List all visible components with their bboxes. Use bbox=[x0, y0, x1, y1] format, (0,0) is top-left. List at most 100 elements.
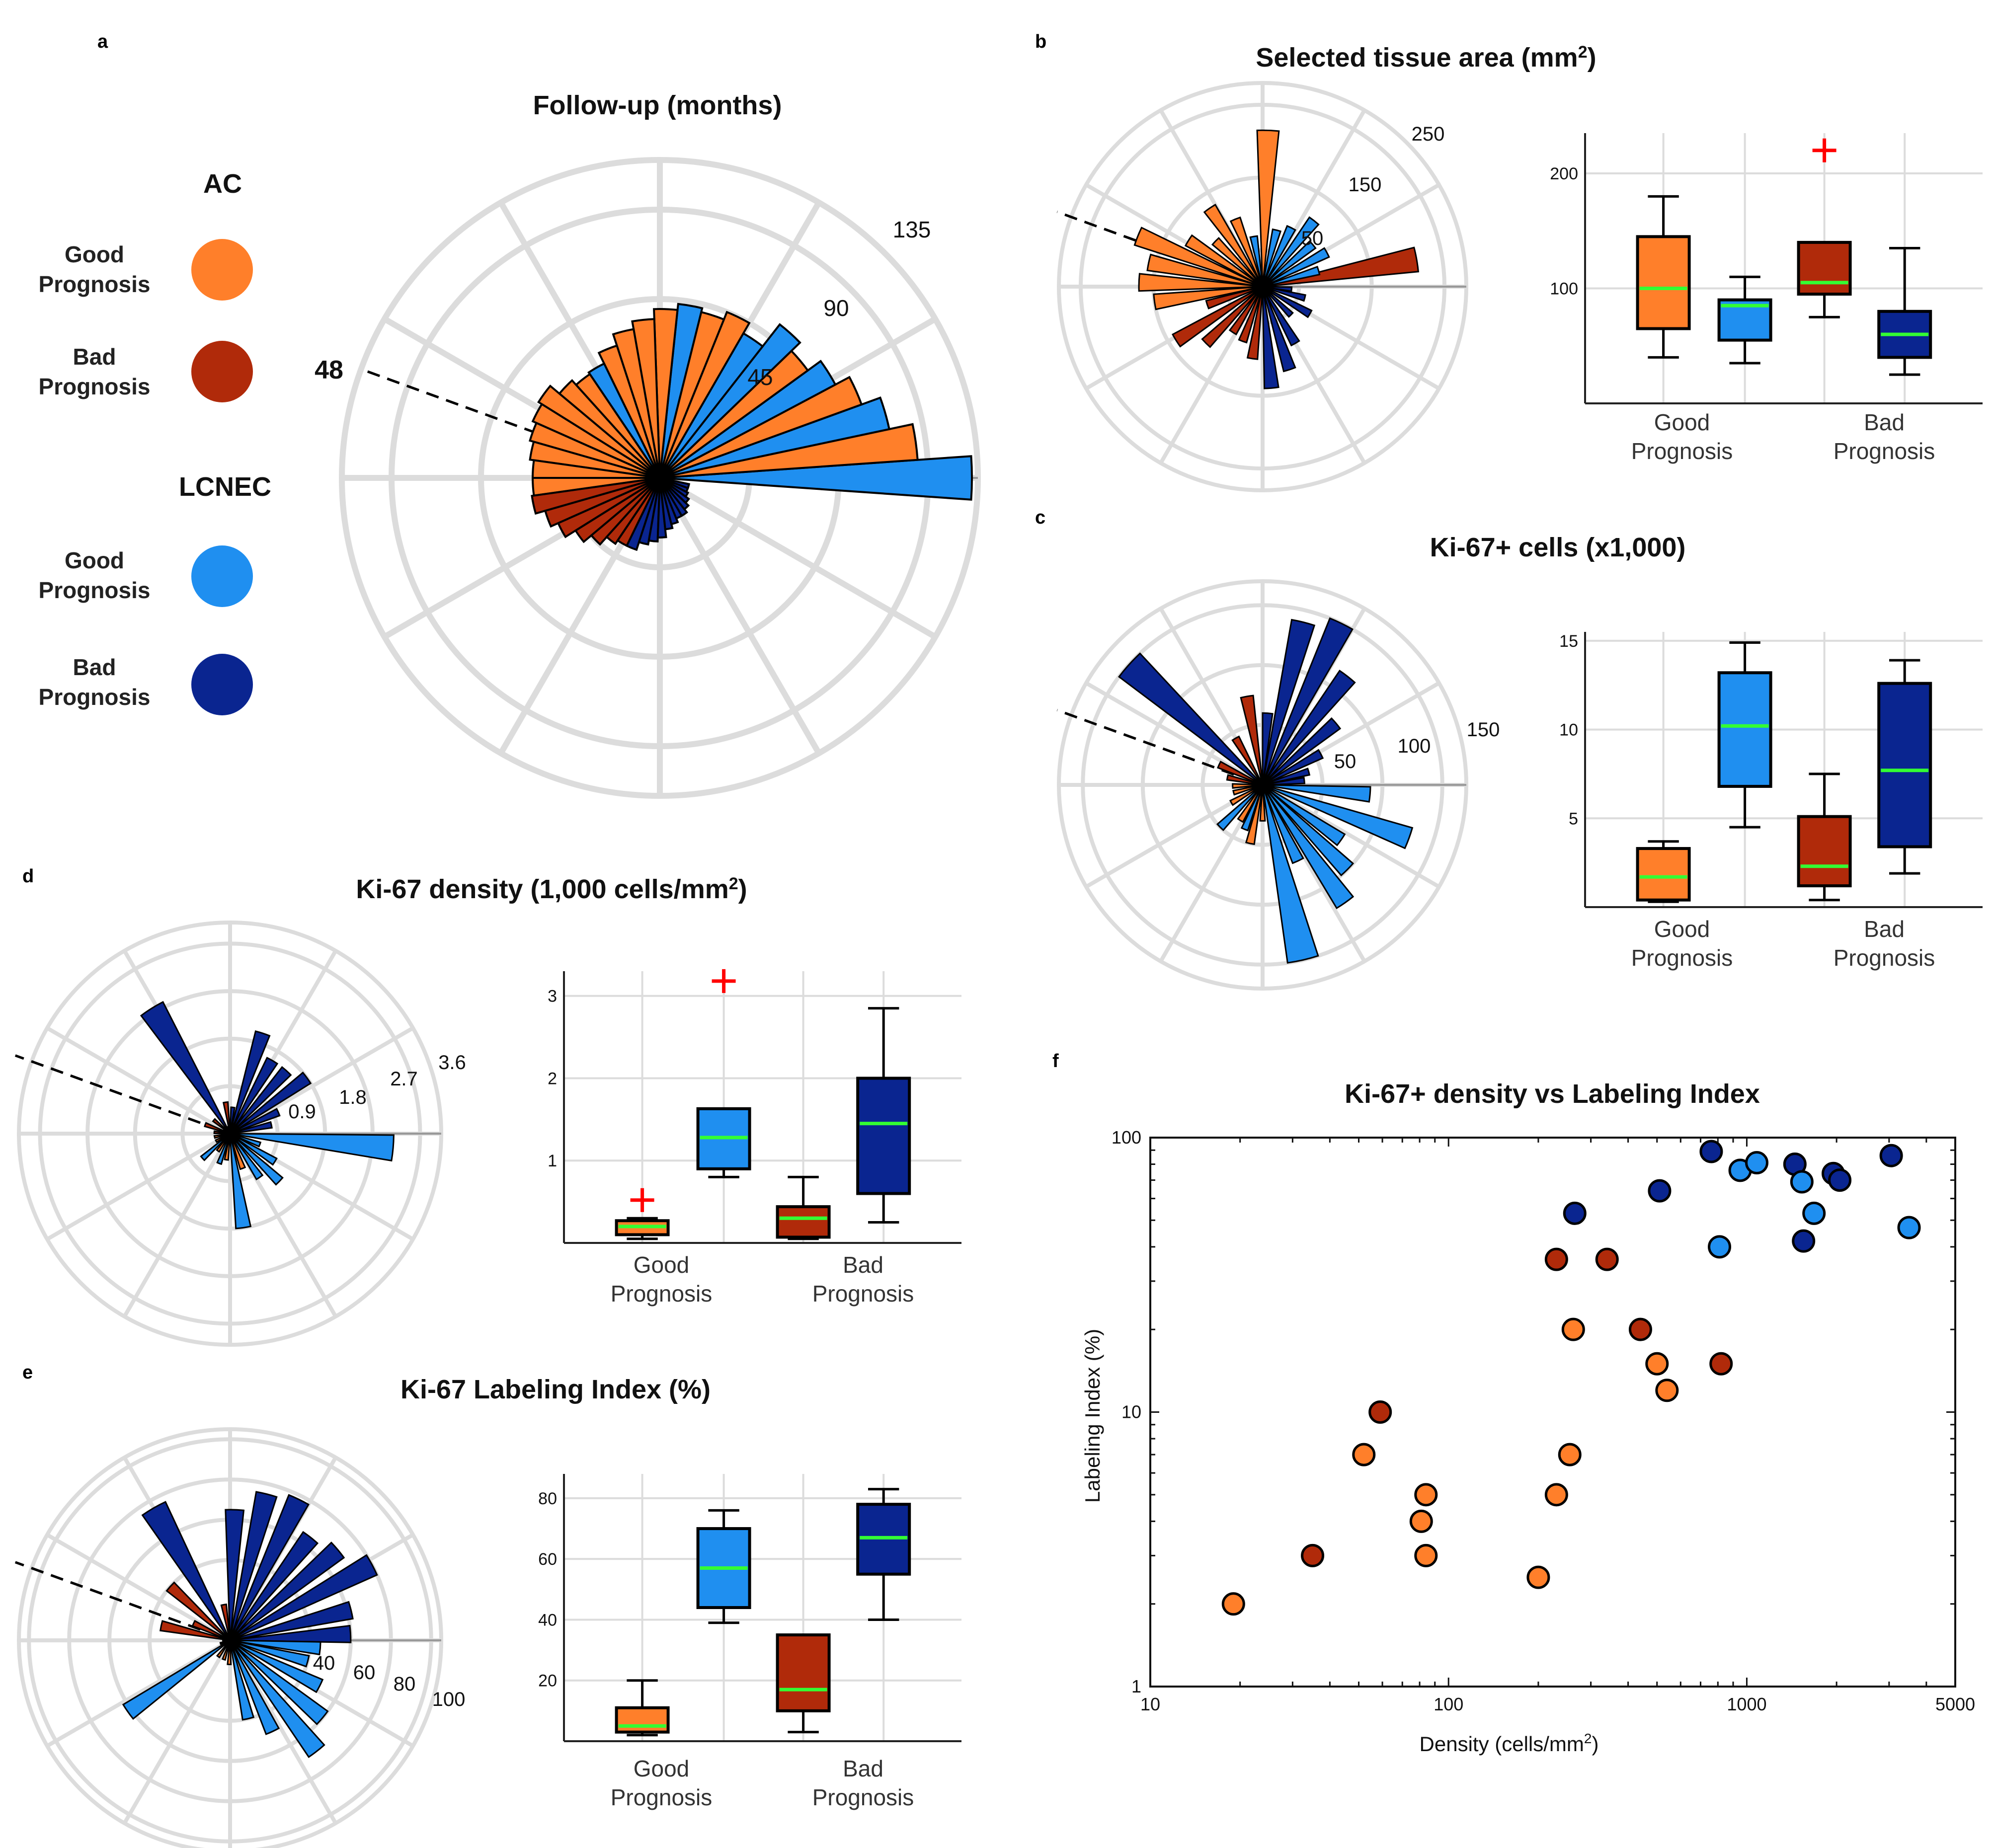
panel-b-polar bbox=[1056, 81, 1468, 492]
panel-d-ring-label-0-9: 0.9 bbox=[288, 1101, 316, 1123]
legend-ac-good-swatch bbox=[191, 239, 253, 301]
polar-bar bbox=[653, 308, 679, 478]
polar-bar bbox=[647, 477, 661, 542]
polar-bar bbox=[1203, 204, 1264, 287]
e-cat-good-1: Good bbox=[634, 1756, 690, 1781]
polar-bar bbox=[229, 1057, 279, 1134]
b-cat-bad-1: Bad bbox=[1864, 409, 1905, 435]
polar-bar bbox=[1262, 670, 1356, 786]
polar-bar bbox=[659, 455, 973, 501]
panel-e-polar bbox=[14, 1427, 443, 1848]
scatter-point bbox=[1648, 1179, 1672, 1203]
scatter-point bbox=[1655, 1379, 1679, 1402]
panel-d-title-main: Ki-67 density (1,000 cells/mm bbox=[356, 874, 728, 904]
panel-f-xlabel-sup: 2 bbox=[1584, 1731, 1592, 1746]
polar-bar bbox=[140, 1001, 231, 1134]
scatter-ytick-label: 10 bbox=[1121, 1402, 1141, 1422]
polar-bar bbox=[229, 1531, 319, 1641]
polar-bar bbox=[1205, 286, 1263, 309]
polar-bar bbox=[587, 362, 661, 479]
scatter-point bbox=[1368, 1400, 1392, 1424]
scatter-point bbox=[1561, 1317, 1585, 1341]
polar-bar bbox=[1262, 240, 1317, 288]
polar-bar bbox=[1262, 784, 1371, 803]
polar-center bbox=[222, 1632, 238, 1648]
legend-lcnec-good-label-2: Prognosis bbox=[39, 577, 151, 603]
legend-ac-bad-label-2: Prognosis bbox=[39, 374, 151, 399]
polar-bar bbox=[605, 477, 661, 545]
polar-bar bbox=[165, 1581, 231, 1641]
polar-bar bbox=[230, 1601, 354, 1641]
polar-bar bbox=[531, 402, 661, 479]
scatter-frame bbox=[1149, 1137, 1956, 1688]
panel-a-ring-label-45: 45 bbox=[747, 364, 773, 390]
c-cat-bad-2: Prognosis bbox=[1834, 945, 1935, 971]
polar-bar bbox=[1262, 784, 1346, 847]
scatter-point bbox=[1414, 1543, 1438, 1567]
scatter-point bbox=[1526, 1565, 1550, 1589]
b-cat-bad-2: Prognosis bbox=[1834, 438, 1935, 464]
polar-bar bbox=[1262, 617, 1354, 785]
scatter-point bbox=[1544, 1483, 1568, 1507]
panel-e-ring-label-80: 80 bbox=[394, 1673, 416, 1695]
box-ytick-label: 80 bbox=[538, 1489, 557, 1508]
scatter-xtick-label: 1000 bbox=[1727, 1694, 1766, 1714]
scatter-point bbox=[1544, 1247, 1568, 1271]
scatter-point bbox=[1563, 1201, 1587, 1225]
box-ytick-label: 100 bbox=[1550, 280, 1578, 299]
box-ytick-label: 20 bbox=[538, 1672, 557, 1691]
polar-bar bbox=[1262, 784, 1319, 964]
panel-c-polar bbox=[1056, 579, 1468, 991]
panel-f-ylabel: Labeling Index (%) bbox=[1081, 1329, 1104, 1503]
legend-lcnec-bad-label-1: Bad bbox=[73, 654, 116, 680]
polar-bar bbox=[1231, 735, 1264, 785]
polar-bar bbox=[225, 1509, 245, 1641]
polar-bar bbox=[1117, 652, 1264, 786]
c-cat-bad-1: Bad bbox=[1864, 916, 1905, 942]
scatter-point bbox=[1709, 1352, 1733, 1376]
polar-bar bbox=[1262, 247, 1330, 288]
e-cat-good-2: Prognosis bbox=[611, 1784, 713, 1810]
panel-b-title-main: Selected tissue area (mm bbox=[1256, 43, 1578, 73]
polar-bar bbox=[229, 1491, 278, 1641]
polar-bar bbox=[1262, 216, 1320, 288]
panel-e-ring-label-40: 40 bbox=[313, 1652, 335, 1674]
panel-d-title: Ki-67 density (1,000 cells/mm2) bbox=[356, 874, 747, 904]
scatter-point bbox=[1879, 1144, 1903, 1167]
polar-bar bbox=[1259, 784, 1266, 822]
box-ytick-label: 3 bbox=[548, 987, 557, 1006]
polar-spoke bbox=[657, 476, 822, 755]
scatter-point bbox=[1409, 1509, 1433, 1533]
polar-bar bbox=[1262, 784, 1414, 849]
legend-ac-bad-swatch bbox=[191, 341, 253, 402]
polar-bar bbox=[1256, 129, 1280, 287]
box-iqr bbox=[1797, 240, 1852, 296]
scatter-point bbox=[1414, 1483, 1438, 1507]
polar-bar bbox=[229, 1066, 292, 1135]
e-cat-bad-1: Bad bbox=[843, 1756, 883, 1781]
scatter-point bbox=[1792, 1229, 1816, 1253]
polar-bar bbox=[141, 1501, 231, 1641]
dashed-reference-line bbox=[14, 1054, 201, 1124]
polar-bar bbox=[229, 1133, 264, 1181]
polar-bar bbox=[230, 1121, 273, 1135]
polar-bar bbox=[1262, 286, 1296, 373]
panel-e-ring-label-60: 60 bbox=[353, 1662, 376, 1684]
polar-bar bbox=[1262, 618, 1316, 785]
legend-lcnec-bad-label-2: Prognosis bbox=[39, 684, 151, 710]
d-cat-bad-1: Bad bbox=[843, 1252, 883, 1278]
scatter-point bbox=[1645, 1352, 1669, 1376]
panel-d-title-sup: 2 bbox=[729, 874, 738, 893]
polar-bar bbox=[659, 303, 704, 478]
polar-bar bbox=[1262, 784, 1355, 877]
panel-a-dashed-label: 48 bbox=[315, 356, 343, 385]
scatter-point bbox=[1790, 1170, 1814, 1194]
polar-center bbox=[647, 465, 673, 491]
polar-bar bbox=[1211, 236, 1264, 288]
polar-bar bbox=[659, 376, 863, 479]
polar-bar bbox=[1262, 286, 1300, 347]
polar-bar bbox=[1262, 286, 1294, 318]
scatter-ytick-label: 100 bbox=[1112, 1127, 1141, 1148]
legend-lcnec-good-label-1: Good bbox=[65, 547, 124, 573]
scatter-xtick-label: 10 bbox=[1140, 1694, 1160, 1714]
